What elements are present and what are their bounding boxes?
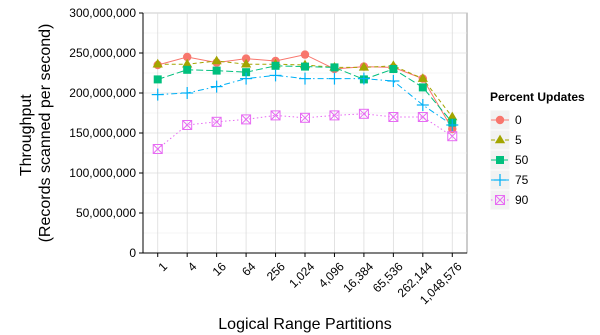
data-point-75-0 [151,88,164,101]
data-point-50-5 [301,62,309,71]
data-point-90-0 [152,144,163,154]
legend-label: 5 [515,133,522,147]
data-point-75-8 [387,75,400,87]
data-point-50-4 [271,61,280,70]
x-tick-label: 256 [264,259,288,283]
data-point-75-4 [269,69,282,82]
legend-title: Percent Updates [490,90,585,104]
data-point-90-5 [300,112,310,123]
y-tick-label: 100,000,000 [69,166,136,180]
data-point-5-1 [182,58,193,68]
legend-label: 0 [515,113,522,127]
legend-items: 0 5 50 75 90 [489,109,529,211]
legend-key-marker [496,156,504,164]
data-point-50-1 [183,65,192,74]
legend: Percent Updates 0 5 50 75 90 [489,90,585,211]
data-point-0-1 [182,52,192,62]
legend-label: 50 [515,153,529,167]
data-point-90-4 [270,110,281,121]
data-point-75-10 [446,119,459,131]
data-point-5-10 [447,111,458,121]
data-point-75-1 [181,87,194,99]
y-axis: 0 50,000,000 100,000,000 150,000,000 200,000… [69,6,144,260]
legend-item-0: 0 [489,109,522,131]
series-markers [151,50,459,154]
data-point-90-10 [447,131,458,142]
data-point-90-8 [388,112,399,122]
legend-label: 75 [515,173,529,187]
y-tick-label: 250,000,000 [69,46,136,60]
data-point-5-7 [358,62,370,71]
legend-item-50: 50 [489,149,529,171]
data-point-50-3 [242,68,251,77]
data-point-75-6 [328,72,341,85]
data-point-50-9 [418,83,427,92]
x-tick-label: 16,384 [340,259,376,295]
legend-key-marker [495,115,505,125]
data-point-50-8 [389,65,398,73]
data-point-75-9 [416,99,429,111]
y-axis-title-line-2: (Records scanned per second) [37,24,54,243]
x-tick-label: 1 [155,259,170,274]
data-point-75-2 [210,80,223,93]
data-point-0-3 [241,54,251,63]
x-axis: 1 4 16 64 2561,0244,09616,38465,536262,1441,… [143,252,467,307]
data-point-5-0 [152,58,163,68]
data-point-90-9 [417,112,428,122]
data-point-75-3 [240,72,253,85]
legend-key-marker [494,174,506,186]
x-tick-label: 16 [210,259,230,279]
data-point-50-2 [212,66,221,75]
y-axis-title: Throughput (Records scanned per second) [18,24,54,243]
data-point-75-5 [299,72,311,85]
y-tick-label: 50,000,000 [76,206,136,220]
x-axis-title: Logical Range Partitions [218,316,391,333]
data-point-5-3 [240,58,252,68]
legend-item-90: 90 [489,189,529,211]
data-point-50-0 [153,75,162,84]
data-point-90-2 [211,116,222,127]
y-axis-title-line-1: Throughput [18,94,35,176]
data-point-50-6 [330,63,339,72]
data-point-90-6 [329,110,340,121]
data-point-5-9 [417,73,428,82]
x-tick-label: 4 [185,259,200,274]
y-tick-label: 150,000,000 [69,126,136,140]
y-tick-label: 200,000,000 [69,86,136,100]
data-point-75-7 [357,72,370,85]
legend-item-75: 75 [489,169,529,191]
legend-key-marker [495,195,505,205]
x-tick-label: 64 [239,259,259,279]
legend-key-marker [494,134,506,144]
x-tick-label: 1,024 [286,259,317,290]
legend-label: 90 [515,193,529,207]
data-point-90-1 [182,120,193,130]
data-point-5-2 [211,55,222,65]
y-tick-label: 0 [129,246,136,260]
data-point-0-5 [300,50,310,59]
data-point-90-7 [358,108,369,119]
data-point-90-3 [241,114,252,125]
y-tick-label: 300,000,000 [69,6,136,20]
legend-item-5: 5 [489,129,522,151]
series-line-50 [157,65,453,123]
